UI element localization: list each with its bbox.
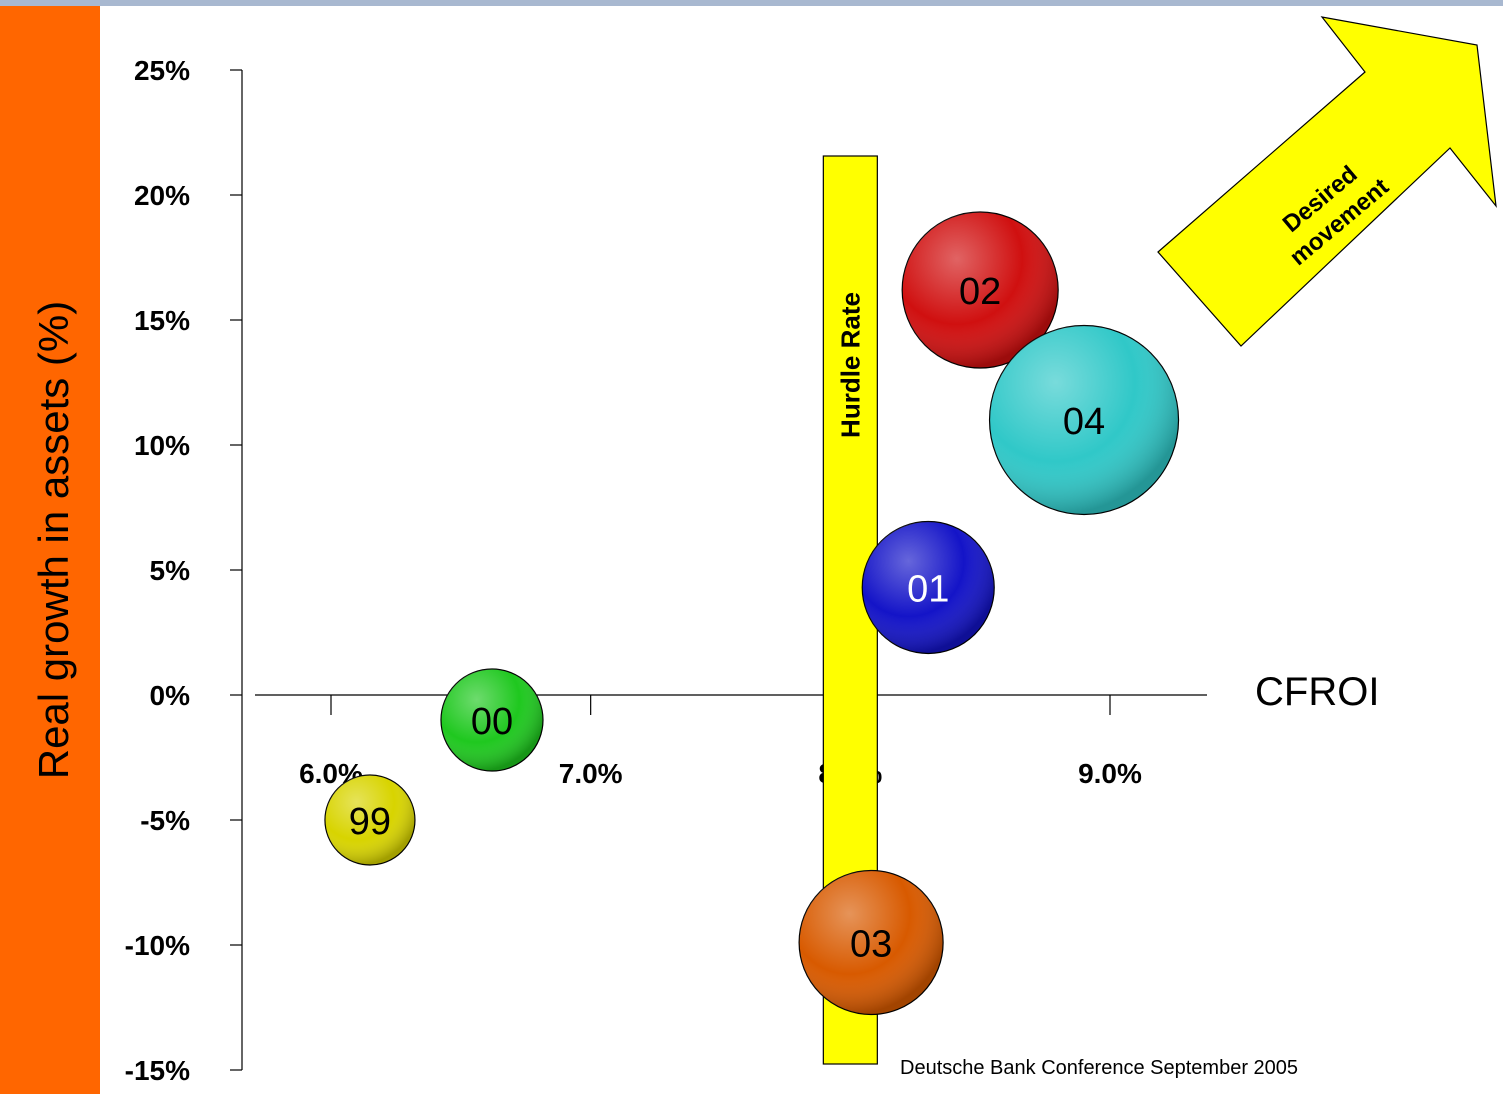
bubble-03: 03 — [798, 869, 944, 1016]
y-tick-label: 15% — [134, 305, 190, 336]
footer-note: Deutsche Bank Conference September 2005 — [900, 1057, 1299, 1079]
y-axis-title: Real growth in assets (%) — [30, 300, 77, 780]
bubble-shading — [902, 212, 1059, 368]
hurdle-rate-label: Hurdle Rate — [835, 292, 865, 438]
y-tick-label: -10% — [125, 930, 190, 961]
y-tick-label: -5% — [140, 805, 190, 836]
bubble-04: 04 — [988, 324, 1180, 516]
y-tick-label: 10% — [134, 430, 190, 461]
bubble-00: 00 — [440, 668, 544, 772]
bubble-shading — [862, 521, 995, 654]
y-tick-label: 20% — [134, 180, 190, 211]
desired-movement-arrow — [1157, 16, 1497, 347]
y-tick-label: 25% — [134, 55, 190, 86]
bubble-label: 99 — [349, 801, 391, 843]
bubble-label: 01 — [907, 569, 949, 611]
bubble-02: 02 — [901, 211, 1059, 369]
bubble-label: 02 — [959, 271, 1001, 313]
x-tick-label: 9.0% — [1078, 758, 1142, 789]
bubble-label: 04 — [1063, 401, 1105, 443]
bubble-shading — [440, 669, 543, 771]
x-axis-title: CFROI — [1255, 670, 1380, 714]
y-tick-label: 5% — [150, 555, 191, 586]
x-tick-label: 7.0% — [559, 758, 623, 789]
top-border — [0, 0, 1503, 6]
y-tick-label: -15% — [125, 1055, 190, 1086]
y-tick-label: 0% — [150, 680, 191, 711]
bubble-label: 03 — [850, 924, 892, 966]
side-band — [0, 6, 100, 1094]
bubble-shading — [989, 325, 1179, 515]
bubble-01: 01 — [861, 520, 995, 655]
bubble-label: 00 — [471, 701, 513, 743]
bubble-shading — [799, 870, 944, 1015]
bubble-99: 99 — [324, 774, 416, 866]
bubble-shading — [324, 775, 415, 865]
